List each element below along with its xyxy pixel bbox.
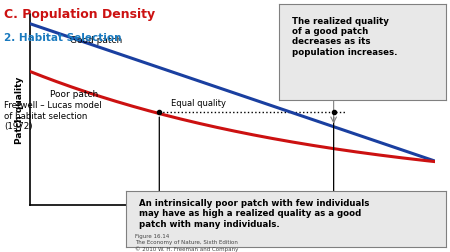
Text: $N_G$: $N_G$: [327, 224, 340, 237]
Text: $N_P$: $N_P$: [153, 224, 166, 237]
Text: 2. Habitat Selection: 2. Habitat Selection: [4, 33, 122, 43]
Text: Equal quality: Equal quality: [171, 98, 226, 107]
Y-axis label: Patch quality: Patch quality: [15, 77, 24, 144]
Text: Figure 16.14
The Economy of Nature, Sixth Edition
© 2010 W. H. Freeman and Compa: Figure 16.14 The Economy of Nature, Sixt…: [135, 233, 238, 251]
Text: The realized quality
of a good patch
decreases as its
population increases.: The realized quality of a good patch dec…: [292, 17, 398, 56]
X-axis label: Number of individuals in patch: Number of individuals in patch: [154, 219, 311, 228]
Text: Poor patch: Poor patch: [50, 90, 98, 99]
Text: Good patch: Good patch: [70, 36, 122, 45]
Text: C. Population Density: C. Population Density: [4, 8, 156, 20]
Text: Fretwell – Lucas model
of habitat selection
(1972): Fretwell – Lucas model of habitat select…: [4, 101, 102, 131]
Text: An intrinsically poor patch with few individuals
may have as high a realized qua: An intrinsically poor patch with few ind…: [139, 198, 369, 228]
